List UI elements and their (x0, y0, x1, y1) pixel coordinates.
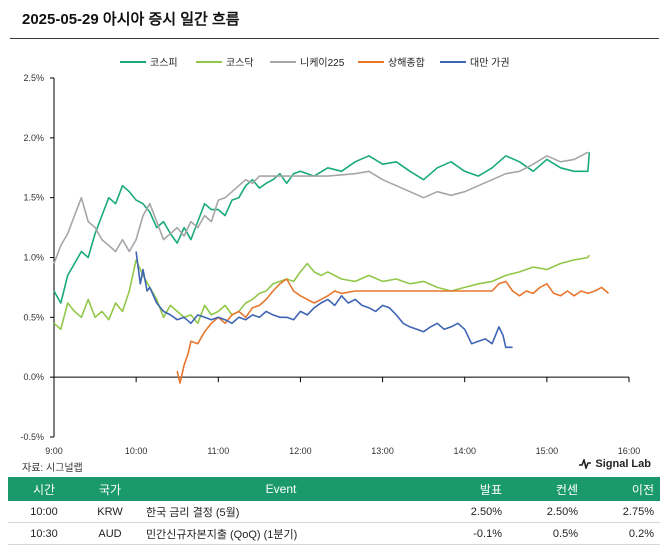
header-country: 국가 (80, 477, 140, 501)
header-actual: 발표 (422, 477, 508, 501)
legend-label: 코스피 (150, 57, 178, 69)
cell-previous: 0.2% (584, 522, 660, 545)
x-tick-label: 12:00 (289, 446, 312, 456)
x-tick-label: 16:00 (618, 446, 641, 456)
series-line-3 (176, 278, 610, 384)
cell-actual: 2.50% (422, 501, 508, 523)
cell-consensus: 0.5% (508, 522, 584, 545)
y-tick-label: 2.5% (23, 73, 44, 83)
cell-event: 민간신규자본지출 (QoQ) (1분기) (140, 522, 422, 545)
cell-consensus: 2.50% (508, 501, 584, 523)
y-tick-label: -0.5% (20, 432, 44, 442)
y-tick-label: 0.0% (23, 372, 44, 382)
brand-logo: Signal Lab (579, 458, 651, 470)
y-tick-label: 0.5% (23, 312, 44, 322)
page-title: 2025-05-29 아시아 증시 일간 흐름 (22, 11, 240, 28)
legend-label: 코스닥 (226, 57, 254, 69)
title-divider (10, 38, 659, 39)
series-line-0 (53, 152, 591, 304)
header-consensus: 컨센 (508, 477, 584, 501)
legend-label: 니케이225 (300, 57, 345, 69)
series-line-2 (53, 151, 589, 264)
legend-label: 대만 가권 (470, 57, 510, 69)
y-tick-label: 1.0% (23, 253, 44, 263)
header-previous: 이전 (584, 477, 660, 501)
source-note: 자료: 시그널랩 (22, 463, 83, 474)
cell-country: KRW (80, 501, 140, 523)
y-tick-label: 2.0% (23, 133, 44, 143)
cell-event: 한국 금리 결정 (5월) (140, 501, 422, 523)
x-tick-label: 13:00 (371, 446, 394, 456)
table-row: 10:00 KRW 한국 금리 결정 (5월) 2.50% 2.50% 2.75… (8, 501, 660, 523)
table-header-row: 시간 국가 Event 발표 컨센 이전 (8, 477, 660, 501)
x-tick-label: 11:00 (207, 446, 229, 456)
x-tick-label: 9:00 (45, 446, 63, 456)
legend-label: 상해종합 (388, 56, 425, 69)
x-tick-label: 15:00 (536, 446, 559, 456)
cell-time: 10:30 (8, 522, 80, 545)
header-event: Event (140, 477, 422, 501)
y-tick-label: 1.5% (23, 193, 44, 203)
series-line-1 (53, 254, 590, 331)
cell-previous: 2.75% (584, 501, 660, 523)
cell-country: AUD (80, 522, 140, 545)
brand-name: Signal Lab (595, 458, 651, 470)
pulse-icon (579, 459, 592, 469)
table-row: 10:30 AUD 민간신규자본지출 (QoQ) (1분기) -0.1% 0.5… (8, 522, 660, 545)
series-line-4 (135, 251, 513, 349)
line-chart: 2.5% 2.0% 1.5% 1.0% 0.5% 0.0% -0.5%9:00 10:00 11… (20, 56, 641, 456)
x-tick-label: 10:00 (125, 446, 148, 456)
x-tick-label: 14:00 (453, 446, 476, 456)
header-time: 시간 (8, 477, 80, 501)
cell-actual: -0.1% (422, 522, 508, 545)
cell-time: 10:00 (8, 501, 80, 523)
event-table: 시간 국가 Event 발표 컨센 이전 10:00 KRW 한국 금리 결정 … (8, 477, 660, 545)
